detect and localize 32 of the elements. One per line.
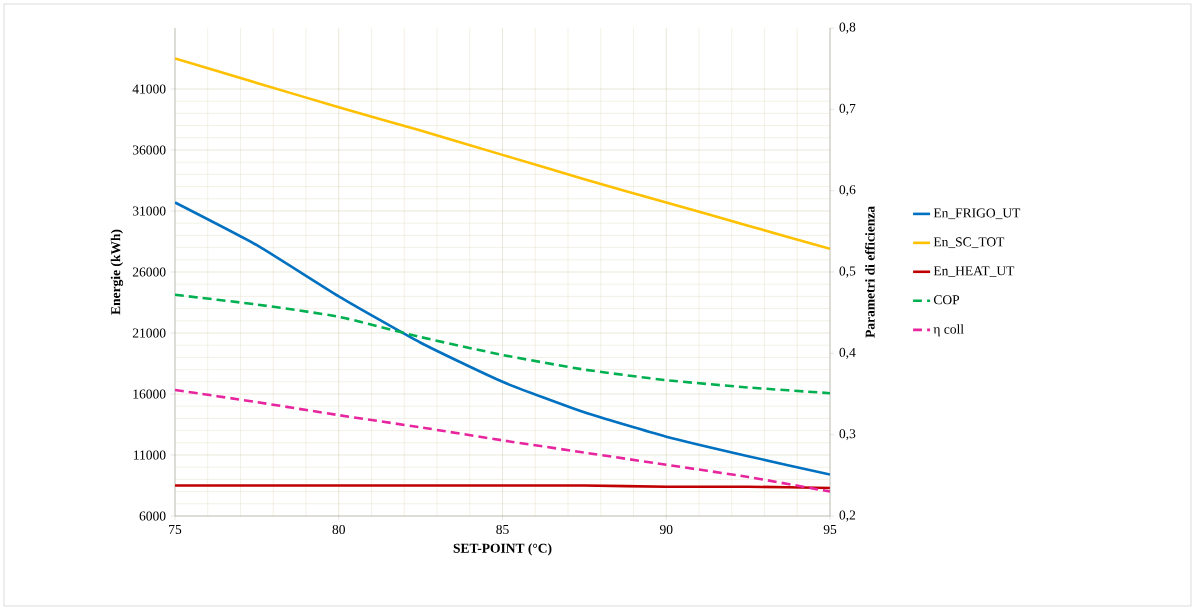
y2-axis-title: Parametri di efficienza [865, 206, 875, 338]
legend-label: η coll [933, 324, 964, 337]
y-tick-label: 41000 [132, 84, 166, 94]
x-tick-label: 90 [659, 524, 673, 535]
y-tick-label: 6000 [139, 511, 166, 521]
x-tick-label: 85 [496, 524, 509, 535]
y-tick-label: 26000 [132, 267, 166, 277]
legend-label: En_SC_TOT [933, 237, 1005, 249]
y2-tick-label: 0,8 [839, 22, 856, 34]
line-series [175, 57, 831, 251]
y-tick-label: 21000 [132, 328, 166, 338]
y2-tick-label: 0,4 [839, 347, 856, 359]
legend-label: En_HEAT_UT [933, 266, 1015, 277]
y-tick-label: 31000 [132, 206, 166, 216]
y2-tick-label: 0,3 [839, 429, 856, 441]
line-series [175, 388, 831, 493]
y2-tick-label: 0,2 [839, 510, 856, 522]
y-axis-title: Energie (kWh) [110, 229, 124, 315]
line-series [175, 201, 831, 476]
y2-tick-label: 0,6 [839, 185, 856, 197]
y-tick-label: 36000 [132, 145, 166, 155]
x-axis-title: SET-POINT (°C) [453, 543, 552, 556]
x-tick-label: 80 [332, 524, 345, 535]
x-tick-label: 75 [169, 524, 182, 534]
y-tick-label: 16000 [133, 389, 166, 399]
y2-tick-label: 0,7 [839, 103, 856, 115]
y-tick-label: 11000 [133, 450, 166, 460]
legend-label: COP [933, 295, 960, 305]
x-tick-label: 95 [823, 524, 837, 535]
line-series [175, 293, 831, 395]
y2-tick-label: 0,5 [839, 266, 856, 278]
legend-label: En_FRIGO_UT [933, 208, 1021, 220]
